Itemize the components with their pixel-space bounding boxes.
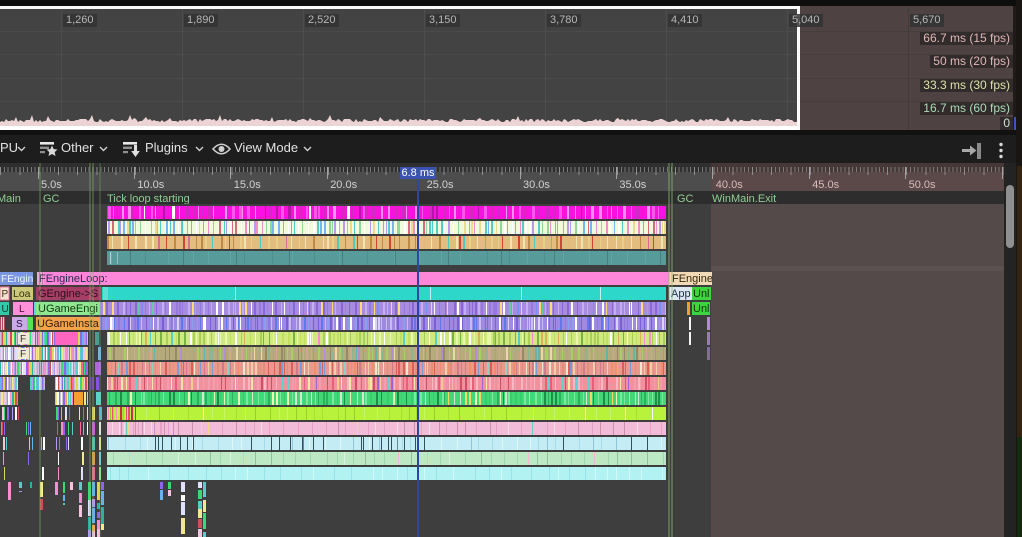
svg-text:UGameInsta: UGameInsta [37, 318, 100, 330]
svg-text:P: P [2, 289, 9, 300]
svg-text:FEngine: FEngine [672, 273, 713, 285]
svg-text:FEngin: FEngin [1, 274, 33, 285]
svg-text:F: F [20, 349, 26, 360]
svg-text:Unl: Unl [693, 288, 710, 300]
svg-text:S: S [16, 319, 23, 330]
svg-text:GEngine->S: GEngine->S [38, 288, 98, 300]
svg-text:FEngineLoop:: FEngineLoop: [39, 273, 108, 285]
svg-text:Loa: Loa [13, 288, 31, 300]
svg-text:F: F [20, 334, 26, 345]
svg-text:L: L [19, 304, 25, 315]
svg-text:UGameEngi: UGameEngi [38, 303, 98, 315]
svg-text:Unl: Unl [693, 303, 710, 315]
svg-text:App: App [671, 288, 691, 300]
svg-text:U: U [2, 304, 9, 315]
